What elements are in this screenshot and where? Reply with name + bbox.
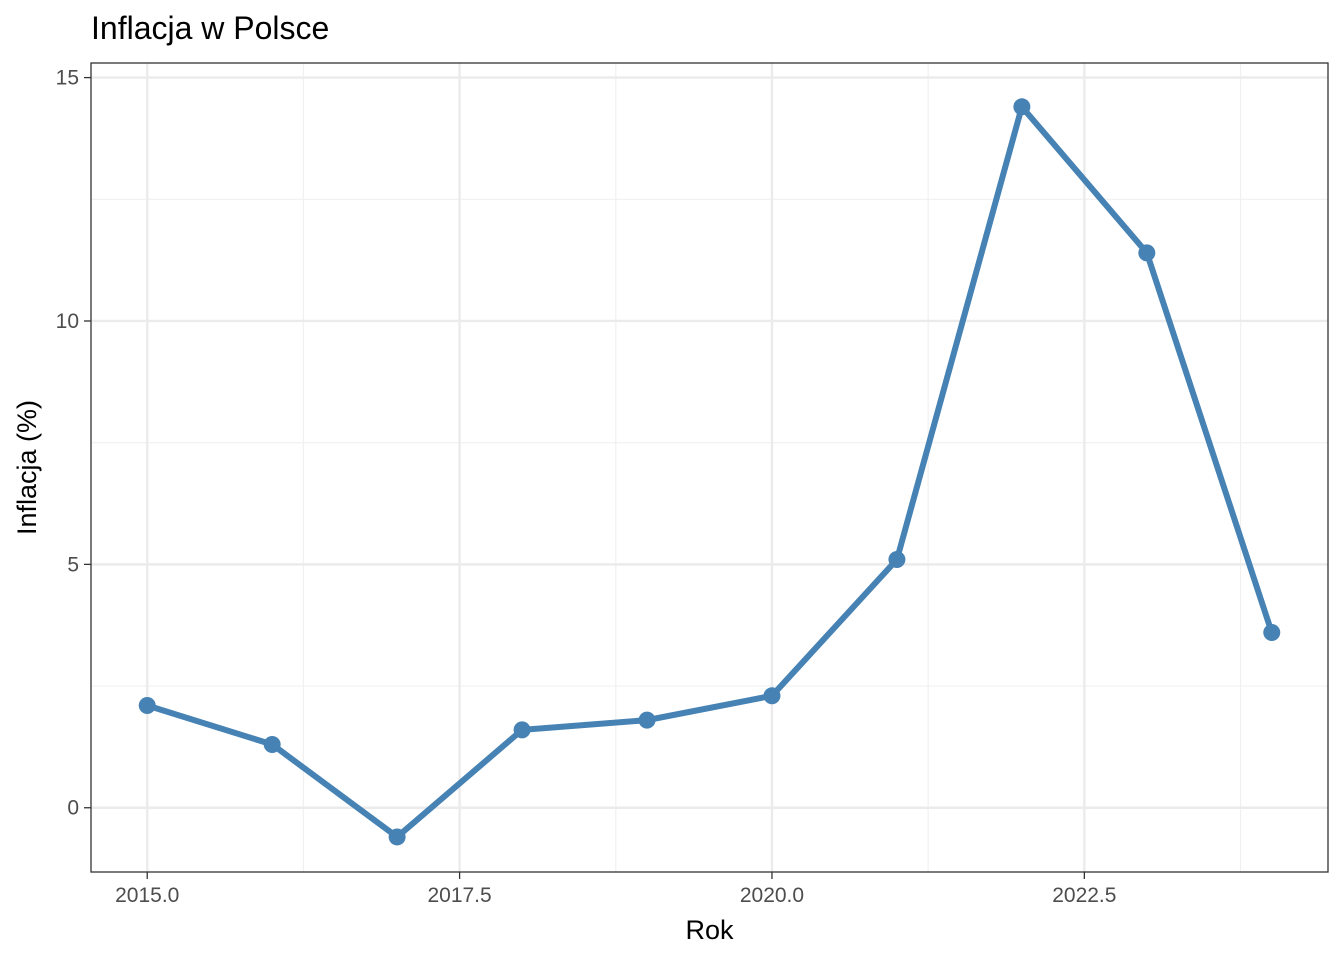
data-point [1263, 624, 1281, 642]
data-point [638, 711, 656, 729]
y-tick-label: 5 [67, 553, 79, 576]
plot-border [90, 62, 1329, 873]
x-tick-label: 2015.0 [115, 884, 179, 907]
data-point [888, 550, 906, 568]
x-tick-label: 2017.5 [427, 884, 491, 907]
x-tick-label: 2020.0 [740, 884, 804, 907]
x-tick-label: 2022.5 [1052, 884, 1116, 907]
data-point [513, 721, 531, 739]
major-gridlines [91, 63, 1328, 872]
y-axis: 0 5 10 15 [56, 67, 91, 820]
y-tick-label: 0 [67, 797, 79, 820]
y-tick-label: 10 [56, 310, 79, 333]
data-point [763, 687, 781, 705]
data-point [1013, 98, 1031, 116]
y-axis-title: Inflacja (%) [12, 400, 42, 535]
chart-title: Inflacja w Polsce [91, 10, 329, 46]
data-point [1138, 244, 1156, 262]
data-point [263, 735, 281, 753]
minor-gridlines [91, 63, 1328, 872]
data-point [138, 697, 156, 715]
y-tick-label: 15 [56, 67, 79, 90]
data-point [388, 828, 406, 846]
x-axis-title: Rok [685, 915, 734, 945]
plot-panel [91, 63, 1328, 872]
series-line [146, 103, 1275, 840]
x-axis: 2015.0 2017.5 2020.0 2022.5 [115, 872, 1116, 907]
series-layer [138, 98, 1281, 846]
